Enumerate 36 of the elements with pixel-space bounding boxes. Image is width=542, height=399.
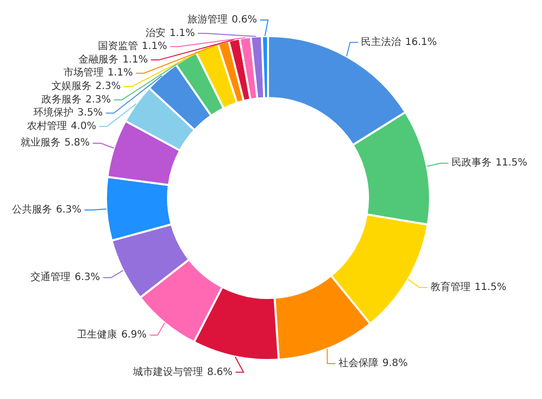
data-label: 4.0% xyxy=(70,120,96,132)
data-label: 2.3% xyxy=(86,94,111,106)
slice-label: 旅游管理 xyxy=(188,14,228,26)
data-label: 5.8% xyxy=(64,138,90,149)
data-label: 6.3% xyxy=(74,272,100,284)
data-label: 1.1% xyxy=(142,41,168,52)
data-label: 1.1% xyxy=(122,54,148,66)
data-label: 6.9% xyxy=(121,330,147,341)
slice-label: 治安 xyxy=(145,26,166,39)
slice-label: 教育管理 xyxy=(430,280,471,293)
slice-label: 交通管理 xyxy=(30,271,71,284)
data-label: 11.5% xyxy=(474,282,506,293)
data-label: 16.1% xyxy=(405,36,437,48)
data-label: 9.8% xyxy=(382,358,408,370)
data-label: 3.5% xyxy=(77,108,103,119)
slice-label: 社会保障 xyxy=(338,357,378,370)
slice-label: 就业服务 xyxy=(20,136,60,149)
slice-label: 卫生健康 xyxy=(77,328,118,341)
data-label: 0.6% xyxy=(232,14,257,26)
slice-label: 文娱服务 xyxy=(51,80,92,92)
data-label: 8.6% xyxy=(207,366,233,378)
slice-label: 民政事务 xyxy=(452,156,492,169)
data-label: 11.5% xyxy=(496,158,528,169)
slice-label: 市场管理 xyxy=(63,66,104,79)
slice-label: 城市建设与管理 xyxy=(132,366,204,378)
slice-label: 金融服务 xyxy=(78,53,118,66)
slice-label: 公共服务 xyxy=(12,204,52,216)
data-label: 1.1% xyxy=(107,68,133,79)
slice-label: 农村管理 xyxy=(26,120,67,132)
data-label: 1.1% xyxy=(169,28,195,39)
data-label: 2.3% xyxy=(95,81,121,92)
data-label: 6.3% xyxy=(56,204,82,216)
slice-label: 政务服务 xyxy=(42,93,82,106)
slice-label: 民主法治 xyxy=(361,36,402,48)
slice-label: 国资监管 xyxy=(98,40,138,52)
slice-label: 环境保护 xyxy=(33,106,74,119)
